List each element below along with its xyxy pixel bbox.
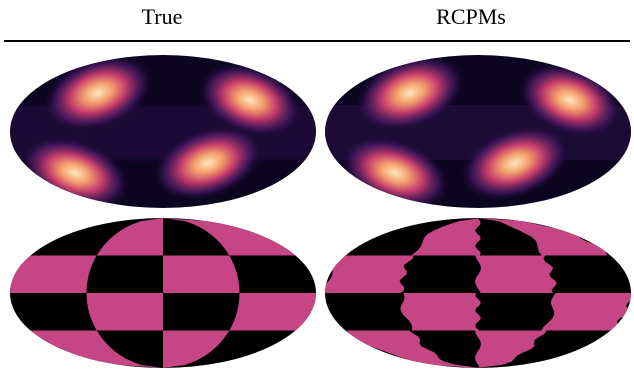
checker-cell	[96, 218, 163, 256]
checker-cell	[325, 255, 414, 293]
checker-cell	[400, 293, 481, 331]
column-header-rcpms: RCPMs	[436, 4, 506, 29]
checker-cell	[86, 293, 163, 331]
checker-cell	[475, 330, 547, 368]
column-header-true: True	[141, 4, 183, 29]
checker-cell	[475, 255, 557, 293]
checker-cell	[346, 330, 481, 368]
checker-cell	[229, 293, 316, 331]
checkerboard-map-rcpms	[325, 218, 631, 368]
density-map-rcpms	[325, 55, 631, 208]
checkerboard-map-true	[10, 218, 316, 368]
checker-cell	[478, 218, 608, 256]
checker-cell	[163, 255, 240, 293]
density-map-true	[10, 55, 316, 208]
checker-cell	[30, 330, 163, 368]
checker-cell	[541, 293, 631, 331]
header-rule	[4, 40, 630, 42]
checker-cell	[10, 255, 97, 293]
checker-cell	[163, 330, 230, 368]
checker-cell	[411, 218, 481, 256]
checker-cell	[163, 218, 296, 256]
